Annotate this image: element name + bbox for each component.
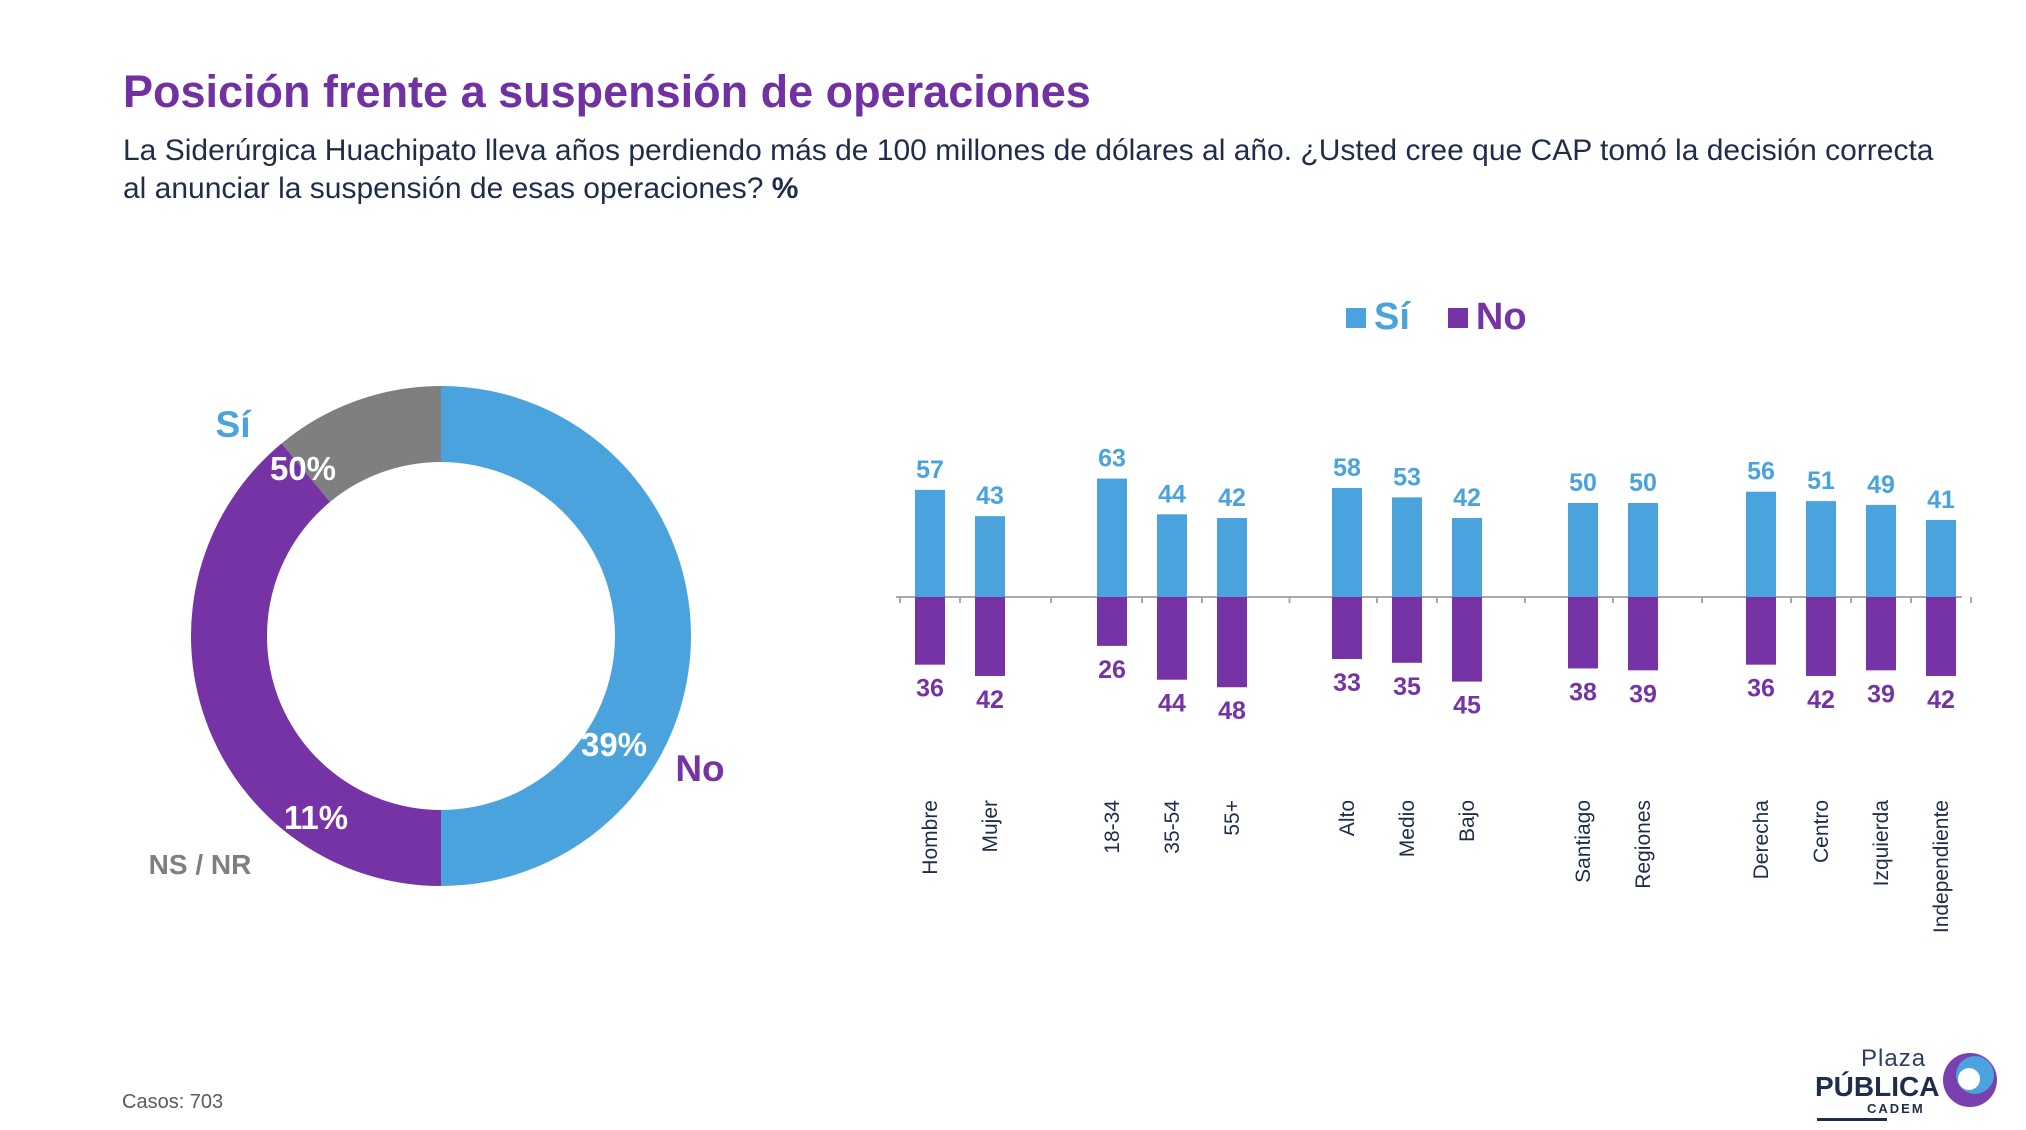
category-label-8: Santiago [1572, 800, 1595, 883]
logo-underline [1817, 1118, 1887, 1121]
bar-legend: Sí No [1346, 296, 1527, 339]
bar-no-11 [1806, 597, 1836, 676]
cases-note: Casos: 703 [122, 1091, 224, 1113]
data-label-no-8: 38 [1569, 678, 1597, 706]
category-label-5: Alto [1336, 800, 1359, 836]
logo-swirl-icon [1943, 1053, 1997, 1107]
logo-line-plaza: Plaza [1861, 1045, 1927, 1072]
data-label-si-8: 50 [1569, 469, 1597, 497]
donut-value-label-1: 39% [581, 726, 647, 763]
bar-si-13 [1926, 519, 1956, 597]
bar-si-10 [1746, 491, 1776, 597]
bar-si-6 [1392, 497, 1422, 597]
category-label-12: Izquierda [1870, 800, 1893, 887]
donut-value-label-0: 50% [270, 450, 336, 487]
category-label-10: Derecha [1750, 800, 1773, 880]
category-label-2: 18-34 [1101, 800, 1124, 854]
chart-title: Posición frente a suspensión de operacio… [123, 66, 1091, 117]
logo-line-publica: PÚBLICA [1815, 1071, 1940, 1102]
data-label-no-4: 48 [1218, 697, 1246, 725]
legend-item-no: No [1447, 296, 1527, 339]
bar-no-8 [1568, 597, 1598, 669]
data-label-no-5: 33 [1333, 669, 1361, 697]
bar-si-3 [1157, 514, 1187, 597]
data-label-no-0: 36 [916, 675, 944, 703]
data-label-si-3: 44 [1158, 480, 1186, 508]
data-label-no-13: 42 [1927, 686, 1955, 714]
data-label-si-5: 58 [1333, 454, 1361, 482]
category-label-13: Independiente [1930, 800, 1953, 933]
bar-si-2 [1097, 478, 1127, 597]
data-label-no-12: 39 [1867, 680, 1895, 708]
data-label-si-7: 42 [1453, 484, 1481, 512]
data-label-si-6: 53 [1393, 463, 1421, 491]
donut-slice-name-2: NS / NR [149, 849, 252, 880]
donut-slice-name-1: No [675, 748, 724, 789]
legend-item-si: Sí [1346, 296, 1410, 339]
data-label-no-7: 45 [1453, 692, 1481, 720]
question-unit: % [771, 172, 799, 205]
bar-si-11 [1806, 501, 1836, 597]
data-label-si-1: 43 [976, 482, 1004, 510]
data-label-no-3: 44 [1158, 690, 1186, 718]
legend-label-no: No [1475, 296, 1527, 338]
donut-slice-name-0: Sí [216, 404, 253, 445]
data-label-si-11: 51 [1807, 467, 1835, 495]
data-label-si-9: 50 [1629, 469, 1657, 497]
bar-no-7 [1452, 597, 1482, 682]
donut-chart: 50% Sí 39% No 11% NS / NR [149, 386, 725, 886]
category-label-4: 55+ [1221, 800, 1244, 836]
survey-question: La Siderúrgica Huachipato lleva años per… [123, 132, 1943, 208]
data-label-no-1: 42 [976, 686, 1004, 714]
data-label-si-0: 57 [916, 456, 944, 484]
donut-slice-0 [441, 386, 691, 886]
bar-si-7 [1452, 518, 1482, 597]
bar-no-13 [1926, 597, 1956, 676]
category-label-6: Medio [1396, 800, 1419, 857]
bar-no-3 [1157, 597, 1187, 680]
legend-swatch-si [1346, 307, 1366, 328]
data-label-si-4: 42 [1218, 484, 1246, 512]
logo-line-cadem: CADEM [1867, 1101, 1925, 1116]
question-text: La Siderúrgica Huachipato lleva años per… [123, 134, 1934, 205]
bar-no-6 [1392, 597, 1422, 663]
bar-si-0 [915, 489, 945, 597]
bar-no-12 [1866, 597, 1896, 671]
data-label-si-2: 63 [1098, 445, 1126, 473]
data-label-si-10: 56 [1747, 458, 1775, 486]
bar-no-9 [1628, 597, 1658, 671]
legend-label-si: Sí [1374, 296, 1410, 338]
donut-slice-1 [191, 443, 441, 886]
data-label-no-2: 26 [1098, 656, 1126, 684]
bar-si-9 [1628, 503, 1658, 597]
legend-swatch-no [1447, 307, 1468, 328]
donut-value-label-2: 11% [284, 799, 348, 836]
bar-si-5 [1332, 487, 1362, 597]
category-label-0: Hombre [919, 800, 942, 875]
bar-no-2 [1097, 597, 1127, 646]
data-label-no-6: 35 [1393, 673, 1421, 701]
bar-si-8 [1568, 503, 1598, 597]
donut-slice-2 [281, 386, 441, 502]
bar-no-4 [1217, 597, 1247, 688]
bar-si-12 [1866, 504, 1896, 597]
data-label-si-12: 49 [1867, 471, 1895, 499]
bar-no-10 [1746, 597, 1776, 665]
data-label-no-9: 39 [1629, 680, 1657, 708]
bar-si-4 [1217, 518, 1247, 597]
plaza-publica-logo: Plaza PÚBLICA CADEM [1815, 1045, 2005, 1121]
bar-no-1 [975, 597, 1005, 676]
category-label-7: Bajo [1456, 800, 1479, 842]
data-label-no-11: 42 [1807, 686, 1835, 714]
bar-no-0 [915, 597, 945, 665]
category-label-3: 35-54 [1161, 800, 1184, 854]
category-label-9: Regiones [1632, 800, 1655, 889]
bar-no-5 [1332, 597, 1362, 660]
category-label-11: Centro [1810, 800, 1833, 863]
category-label-1: Mujer [979, 800, 1002, 853]
bar-si-1 [975, 516, 1005, 597]
data-label-si-13: 41 [1927, 486, 1955, 514]
data-label-no-10: 36 [1747, 675, 1775, 703]
